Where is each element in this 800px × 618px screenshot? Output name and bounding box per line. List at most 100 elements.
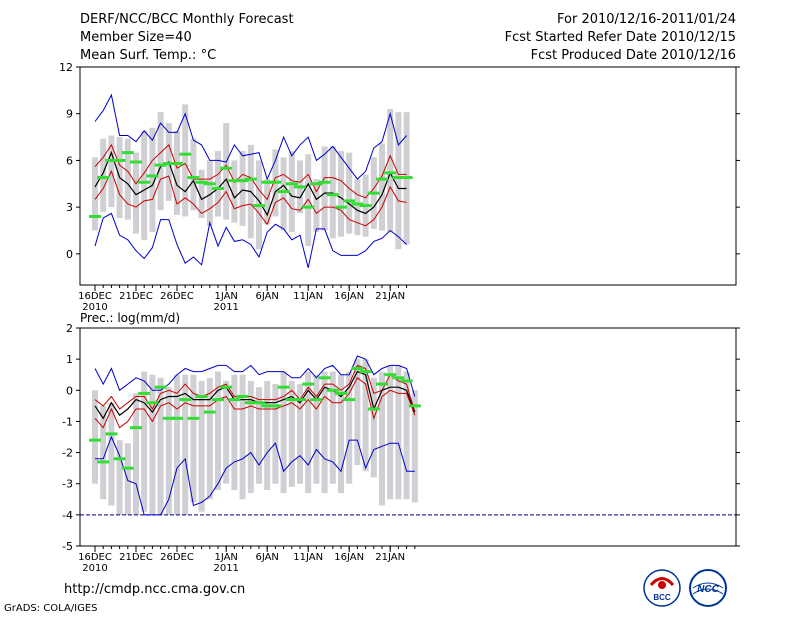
ensemble-box: [354, 179, 361, 236]
observed-marker: [343, 199, 356, 203]
observed-marker: [220, 385, 233, 389]
ensemble-box: [190, 374, 197, 503]
observed-marker: [162, 162, 175, 166]
ensemble-box: [92, 157, 98, 231]
observed-marker: [400, 176, 413, 180]
x-tick-label: 6JAN: [255, 552, 278, 563]
observed-marker: [97, 460, 110, 464]
forecast-period: For 2010/12/16-2011/01/24: [557, 12, 736, 27]
ensemble-box: [198, 169, 205, 219]
ensemble-box: [215, 371, 221, 490]
ensemble-box: [280, 371, 287, 494]
series-mean-line: [94, 150, 407, 217]
observed-marker: [318, 180, 331, 184]
x-tick-label: 11JAN: [293, 291, 323, 302]
observed-marker: [187, 176, 200, 180]
ensemble-box: [280, 157, 287, 231]
x-tick-year: 2010: [82, 302, 107, 313]
series-lower-line: [94, 169, 407, 227]
observed-marker: [154, 385, 167, 389]
observed-marker: [343, 398, 356, 402]
ensemble-box: [190, 138, 197, 211]
observed-marker: [89, 214, 101, 218]
observed-marker: [335, 391, 347, 395]
y-tick-label: 6: [66, 154, 73, 167]
ensemble-box: [247, 380, 254, 494]
grads-credit: GrADS: COLA/IGES: [4, 603, 98, 614]
ensemble-box: [313, 179, 320, 233]
ensemble-box: [223, 380, 230, 484]
series-upper-line: [94, 143, 407, 201]
x-tick-label: 26DEC: [160, 291, 194, 302]
ensemble-box: [133, 393, 139, 515]
ensemble-box: [370, 377, 377, 478]
observed-marker: [392, 376, 405, 380]
ensemble-box: [346, 152, 353, 234]
x-tick-label: 16JAN: [334, 291, 364, 302]
ensemble-box: [198, 380, 205, 512]
observed-marker: [294, 398, 306, 402]
observed-marker: [113, 158, 126, 162]
observed-marker: [392, 176, 405, 180]
observed-marker: [335, 205, 347, 209]
observed-marker: [384, 373, 397, 377]
y-tick-label: 12: [59, 61, 73, 74]
ncc-logo: NCC: [689, 569, 727, 607]
x-tick-label: 6JAN: [255, 291, 278, 302]
ensemble-box: [346, 371, 353, 484]
ensemble-box: [231, 374, 238, 490]
ensemble-box: [256, 387, 262, 484]
observed-marker: [105, 158, 118, 162]
source-url[interactable]: http://cmdp.ncc.cma.gov.cn: [64, 582, 246, 597]
series-min-line: [95, 435, 415, 516]
observed-marker: [203, 182, 216, 186]
y-tick-label: 1: [66, 353, 73, 366]
x-tick-label: 11JAN: [293, 552, 323, 563]
x-tick-label: 1JAN: [214, 552, 237, 563]
observed-marker: [318, 376, 331, 380]
y-tick-label: -4: [62, 509, 73, 522]
observed-marker: [146, 401, 159, 405]
observed-marker: [138, 391, 151, 395]
observed-marker: [187, 416, 200, 420]
ensemble-box: [264, 380, 271, 490]
observed-marker: [269, 180, 282, 184]
ensemble-box: [403, 371, 410, 500]
start-date: Fcst Started Refer Date 2010/12/15: [504, 30, 736, 45]
bcc-logo: BCC: [643, 569, 681, 607]
observed-marker: [244, 401, 257, 405]
observed-marker: [154, 163, 167, 167]
ensemble-box: [338, 374, 344, 494]
observed-marker: [212, 398, 224, 402]
ncc-logo-text: NCC: [697, 584, 719, 595]
observed-marker: [253, 401, 265, 405]
x-tick-label: 26DEC: [160, 552, 194, 563]
x-tick-year: 2011: [213, 563, 238, 574]
ensemble-box: [288, 380, 295, 487]
observed-marker: [400, 379, 413, 383]
observed-marker: [253, 204, 265, 208]
y-tick-label: 9: [66, 108, 73, 121]
bcc-logo-text: BCC: [653, 593, 671, 602]
ensemble-box: [387, 365, 394, 500]
observed-marker: [146, 174, 159, 178]
ensemble-box: [100, 405, 107, 500]
y-tick-label: 0: [66, 384, 73, 397]
chart-title: DERF/NCC/BCC Monthly Forecast: [80, 12, 294, 27]
ensemble-box: [288, 151, 295, 233]
y-tick-label: 0: [66, 248, 73, 261]
observed-marker: [285, 182, 298, 186]
x-tick-label: 16DEC: [78, 552, 112, 563]
observed-marker: [302, 382, 315, 386]
observed-marker: [130, 160, 142, 164]
x-tick-label: 21DEC: [119, 291, 153, 302]
ensemble-box: [239, 151, 246, 226]
observed-marker: [310, 182, 323, 186]
ensemble-box: [387, 109, 394, 233]
observed-marker: [359, 204, 372, 208]
ensemble-box: [215, 151, 221, 217]
ensemble-box: [305, 371, 312, 494]
x-tick-label: 21JAN: [375, 552, 405, 563]
